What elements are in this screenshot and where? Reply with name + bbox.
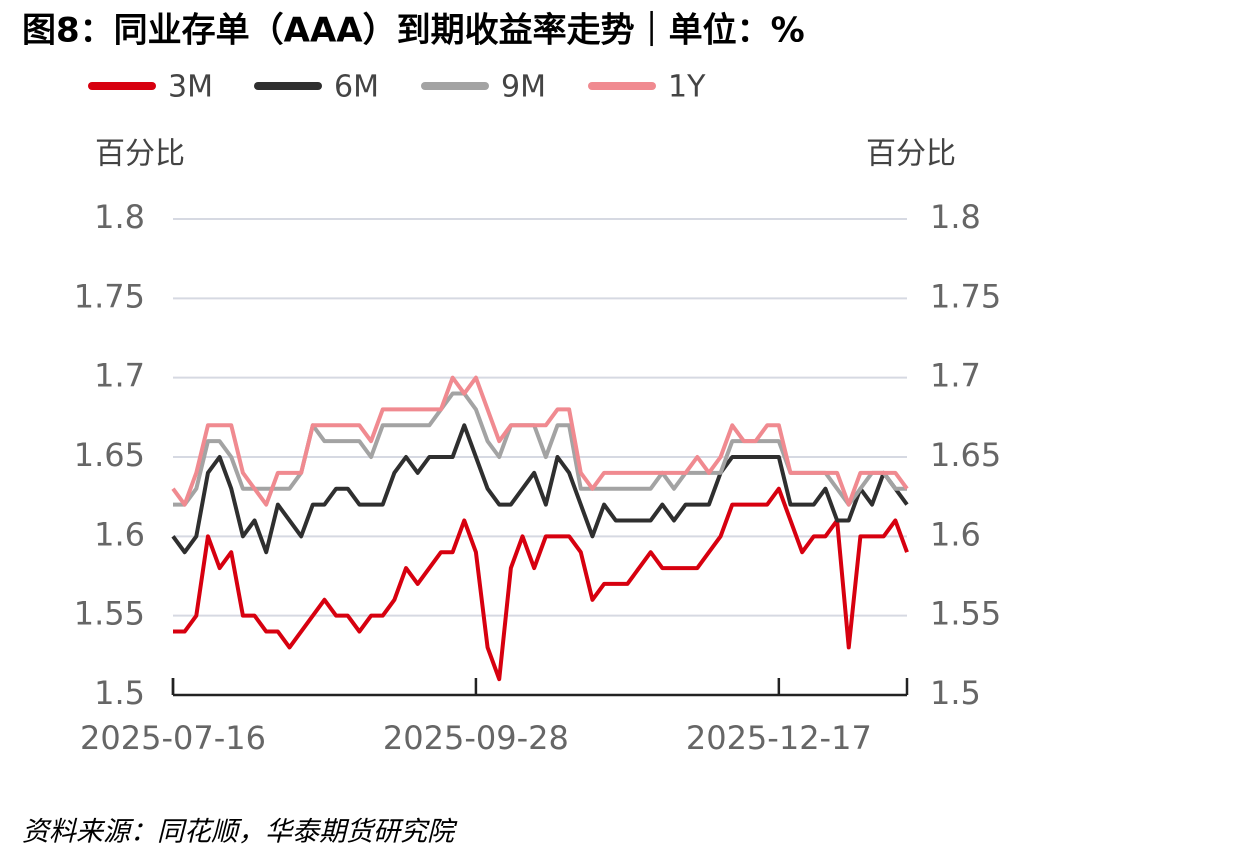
- series-line: [173, 486, 909, 682]
- y2-tick-label: 1.65: [930, 436, 1001, 474]
- legend-label: 6M: [334, 70, 379, 105]
- legend-label: 1Y: [668, 70, 706, 105]
- y-tick-label: 1.55: [74, 595, 145, 633]
- x-tick-label: 2025-07-16: [80, 719, 266, 757]
- series-line: [171, 375, 909, 507]
- y-tick-label: 1.6: [94, 515, 145, 553]
- y-tick-label: 1.5: [94, 674, 145, 712]
- y-axis-label: 百分比: [95, 137, 185, 172]
- y2-tick-label: 1.7: [930, 357, 981, 395]
- source-note: 资料来源：同花顺，华泰期货研究院: [22, 817, 458, 848]
- y-tick-label: 1.75: [74, 277, 145, 315]
- y2-tick-label: 1.5: [930, 674, 981, 712]
- y-tick-label: 1.65: [74, 436, 145, 474]
- x-tick-label: 2025-09-28: [383, 719, 569, 757]
- y2-tick-label: 1.6: [930, 515, 981, 553]
- y-tick-label: 1.7: [94, 357, 145, 395]
- y2-tick-label: 1.55: [930, 595, 1001, 633]
- legend-label: 9M: [501, 70, 546, 105]
- y-tick-label: 1.8: [94, 198, 145, 236]
- chart-title: 图8：同业存单（AAA）到期收益率走势｜单位：%: [22, 11, 805, 51]
- legend-label: 3M: [168, 70, 213, 105]
- y2-axis-label: 百分比: [866, 137, 956, 172]
- x-tick-label: 2025-12-17: [686, 719, 872, 757]
- y2-tick-label: 1.75: [930, 277, 1001, 315]
- series-line: [171, 423, 909, 555]
- y2-tick-label: 1.8: [930, 198, 981, 236]
